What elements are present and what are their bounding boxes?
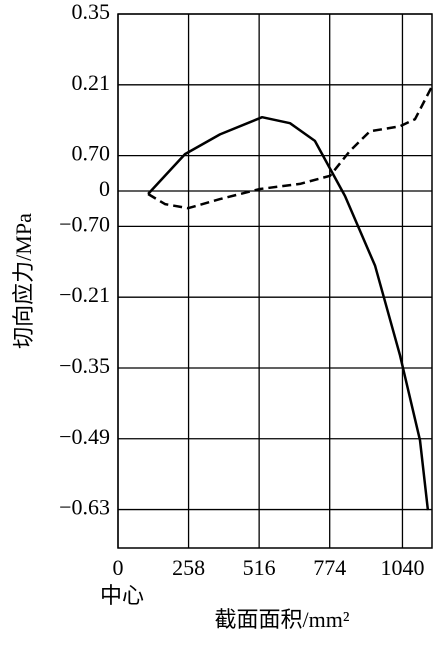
plot-frame bbox=[117, 13, 433, 549]
y-tick-label: 0.70 bbox=[72, 141, 111, 166]
x-tick-label: 258 bbox=[172, 555, 205, 580]
series-line bbox=[147, 85, 434, 210]
y-tick-label: −0.49 bbox=[59, 424, 110, 449]
origin-label: 中心 bbox=[100, 583, 144, 608]
y-tick-label: −0.63 bbox=[59, 495, 110, 520]
y-tick-label: 0.35 bbox=[72, 0, 111, 24]
x-axis-label: 截面面积/mm² bbox=[215, 607, 350, 632]
x-tick-label: 0 bbox=[113, 555, 124, 580]
y-tick-label: −0.21 bbox=[59, 282, 110, 307]
x-tick-label: 774 bbox=[313, 555, 346, 580]
y-tick-label: −0.70 bbox=[59, 211, 110, 236]
y-tick-label: −0.35 bbox=[59, 353, 110, 378]
series-line bbox=[147, 115, 430, 511]
x-tick-label: 1040 bbox=[380, 555, 424, 580]
y-tick-label: 0 bbox=[99, 176, 110, 201]
y-axis-label: 切向应力/MPa bbox=[11, 213, 36, 349]
y-tick-label: 0.21 bbox=[72, 70, 111, 95]
x-tick-label: 516 bbox=[243, 555, 276, 580]
